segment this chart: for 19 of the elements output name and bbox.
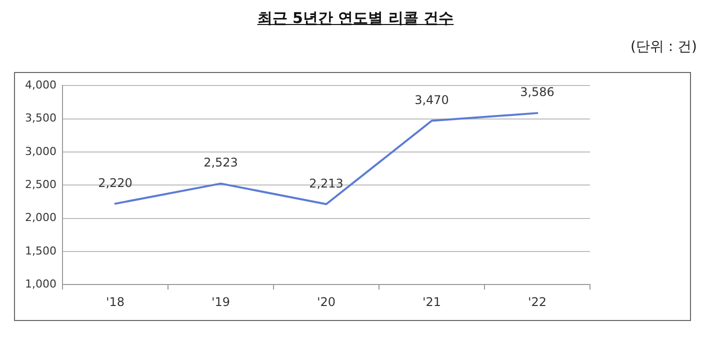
data-label: 3,586	[520, 85, 554, 100]
y-tick-label: 4,000	[24, 78, 56, 92]
x-tick-label: '19	[211, 294, 230, 309]
y-tick-label: 3,000	[24, 144, 56, 158]
y-tick-label: 2,000	[24, 211, 56, 224]
x-tick-label: '22	[528, 294, 547, 309]
x-tick-label: '20	[316, 294, 336, 309]
data-label: 2,213	[309, 176, 344, 190]
chart-title: 최근 5년간 연도별 리콜 건수	[256, 9, 455, 28]
data-label: 2,220	[98, 176, 132, 190]
y-tick-label: 1,000	[24, 277, 56, 290]
x-tick-label: '21	[422, 294, 442, 309]
text: (단위 : 건)	[630, 38, 697, 56]
y-tick-label: 1,500	[24, 244, 56, 258]
x-tick-label: '18	[106, 294, 125, 309]
data-label: 2,523	[204, 156, 238, 170]
y-tick-label: 3,500	[24, 112, 56, 125]
y-tick-label: 2,500	[24, 178, 56, 191]
data-label: 3,470	[414, 92, 449, 107]
